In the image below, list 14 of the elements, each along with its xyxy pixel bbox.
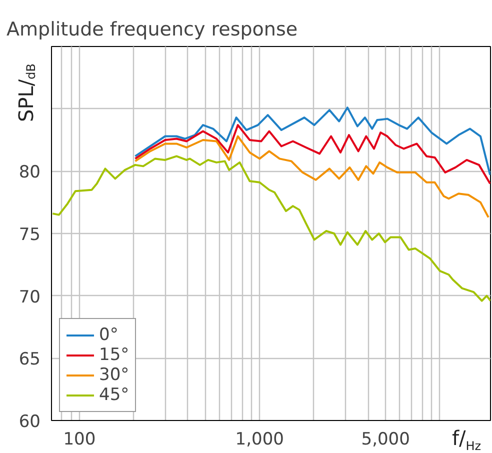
y-tick-label: 70 [18, 287, 41, 308]
chart-title: Amplitude frequency response [6, 18, 298, 40]
y-tick-label: 75 [18, 225, 41, 245]
y-tick-label: 60 [18, 412, 41, 432]
x-tick-label: 1,000 [235, 430, 284, 450]
x-tick-label: 5,000 [361, 430, 410, 450]
y-tick-label: 80 [18, 162, 41, 183]
legend-label: 15° [99, 345, 130, 365]
x-tick-label: 100 [63, 430, 96, 450]
legend-label: 30° [99, 365, 130, 385]
legend-label: 0° [99, 325, 119, 345]
x-axis-title: f/$_{Hz}$ [452, 425, 482, 453]
legend-label: 45° [99, 385, 130, 405]
y-tick-label: 65 [18, 350, 41, 370]
